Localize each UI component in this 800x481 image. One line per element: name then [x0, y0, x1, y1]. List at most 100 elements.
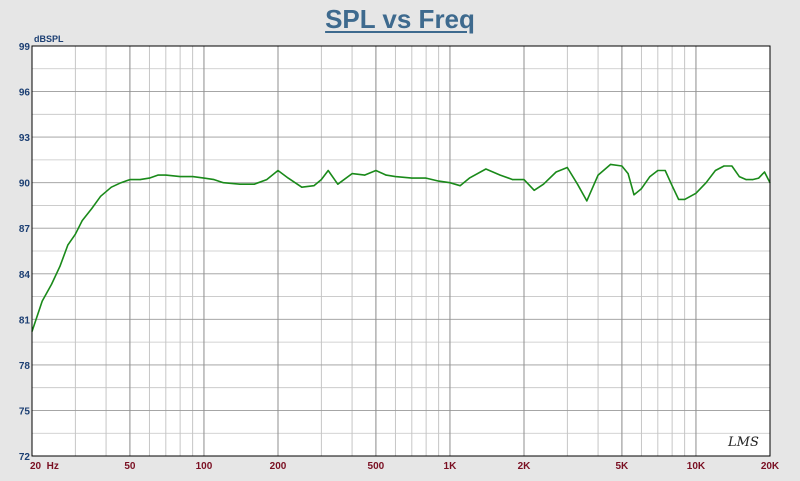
data-point — [664, 169, 666, 172]
x-tick-label: 1K — [444, 461, 458, 472]
data-point — [67, 244, 69, 246]
data-point — [277, 169, 279, 172]
y-tick-label: 87 — [19, 224, 31, 235]
data-point — [129, 179, 131, 181]
data-point — [542, 183, 545, 185]
data-point — [203, 177, 205, 179]
data-point — [752, 179, 754, 181]
x-tick-label: 10K — [687, 461, 706, 472]
data-point — [723, 165, 725, 167]
data-point — [512, 179, 514, 181]
data-point — [139, 179, 141, 181]
data-point — [165, 174, 167, 176]
x-tick-label: 5K — [615, 461, 629, 472]
data-point — [385, 174, 387, 176]
y-tick-label: 81 — [19, 315, 31, 326]
data-point — [213, 179, 215, 181]
x-tick-label: 50 — [124, 461, 136, 472]
y-axis-tick-labels: 72 75 78 81 84 87 90 93 96 99 — [19, 42, 31, 463]
data-point — [50, 283, 53, 285]
data-point — [671, 185, 673, 187]
data-point — [555, 171, 557, 173]
data-point — [610, 163, 612, 165]
data-point — [157, 174, 159, 176]
data-point — [705, 182, 707, 184]
data-point — [320, 179, 322, 181]
data-point — [714, 169, 717, 172]
data-point — [533, 189, 535, 191]
x-tick-label: 20 Hz — [30, 461, 59, 472]
data-point — [695, 192, 697, 194]
x-tick-label: 500 — [368, 461, 385, 472]
data-point — [763, 171, 766, 173]
data-point — [627, 173, 629, 175]
data-point — [192, 176, 194, 178]
data-point — [621, 165, 623, 167]
data-point — [59, 265, 61, 267]
y-tick-label: 93 — [19, 133, 31, 144]
x-tick-label: 100 — [196, 461, 213, 472]
data-point — [597, 174, 599, 176]
x-tick-label: 200 — [270, 461, 287, 472]
y-axis-label: dBSPL — [34, 34, 64, 44]
data-point — [657, 169, 659, 172]
data-point — [91, 207, 93, 210]
data-point — [678, 198, 680, 200]
data-point — [110, 186, 112, 188]
data-point — [499, 174, 501, 176]
data-point — [566, 166, 568, 169]
data-point — [394, 176, 396, 178]
data-point — [684, 198, 686, 200]
major-grid — [31, 45, 771, 457]
data-point — [266, 179, 268, 181]
data-point — [351, 173, 353, 175]
y-tick-label: 75 — [19, 406, 31, 417]
y-tick-label: 84 — [19, 270, 31, 281]
x-axis-tick-labels: 20 Hz 50 100 200 500 1K 2K 5K 10K 20K — [30, 461, 780, 472]
data-point — [301, 186, 303, 188]
data-point — [640, 188, 643, 190]
data-point — [758, 177, 760, 179]
data-point — [74, 233, 76, 235]
data-point — [576, 183, 579, 185]
data-point — [468, 177, 470, 179]
lms-watermark: LMS — [727, 435, 759, 450]
data-point — [41, 300, 43, 302]
data-point — [411, 177, 413, 179]
data-point — [364, 174, 366, 176]
y-tick-label: 78 — [19, 361, 31, 372]
y-tick-label: 90 — [19, 179, 31, 190]
data-points — [31, 163, 771, 333]
data-point — [148, 177, 150, 179]
chart-title: SPL vs Freq — [325, 4, 475, 34]
data-point — [425, 177, 427, 179]
data-point — [523, 179, 525, 181]
data-point — [459, 185, 461, 187]
y-tick-label: 96 — [19, 88, 31, 99]
data-point — [81, 220, 83, 222]
x-tick-label: 2K — [518, 461, 532, 472]
data-point — [313, 185, 315, 187]
data-point — [375, 169, 377, 172]
data-point — [287, 177, 289, 179]
data-point — [438, 180, 440, 182]
data-point — [327, 169, 329, 172]
data-point — [253, 183, 255, 185]
y-tick-label: 72 — [19, 452, 31, 463]
data-point — [100, 195, 102, 197]
data-point — [731, 165, 733, 167]
data-point — [586, 200, 588, 202]
data-point — [449, 182, 451, 184]
data-point — [222, 182, 224, 184]
data-point — [633, 194, 635, 196]
data-point — [120, 182, 122, 184]
data-point — [745, 179, 747, 181]
data-point — [337, 183, 339, 185]
plot-border — [31, 45, 771, 457]
y-tick-label: 99 — [19, 42, 31, 53]
data-point — [179, 176, 181, 178]
x-tick-label: 20K — [761, 461, 780, 472]
data-point — [649, 176, 651, 178]
data-point — [485, 168, 487, 170]
